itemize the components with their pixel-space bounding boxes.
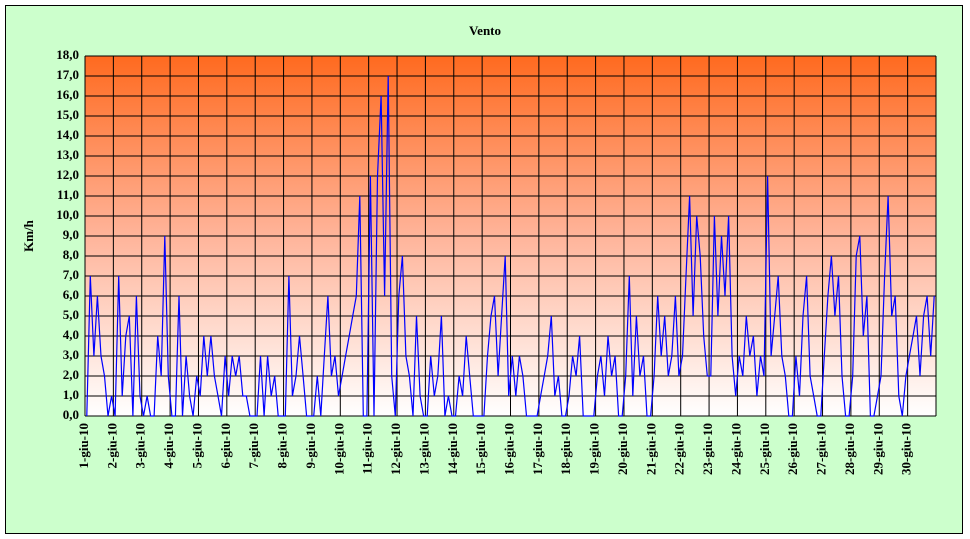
x-tick-label: 10-giu-10 bbox=[331, 423, 346, 475]
x-tick-label: 7-giu-10 bbox=[246, 423, 261, 469]
x-tick-label: 28-giu-10 bbox=[842, 423, 857, 475]
x-tick-label: 17-giu-10 bbox=[530, 423, 545, 475]
x-tick-label: 2-giu-10 bbox=[104, 423, 119, 469]
x-tick-label: 13-giu-10 bbox=[416, 423, 431, 475]
y-tick-label: 1,0 bbox=[63, 387, 79, 402]
y-tick-label: 17,0 bbox=[56, 67, 79, 82]
y-tick-label: 5,0 bbox=[63, 307, 79, 322]
x-tick-label: 14-giu-10 bbox=[445, 423, 460, 475]
x-tick-label: 24-giu-10 bbox=[728, 423, 743, 475]
x-tick-label: 6-giu-10 bbox=[218, 423, 233, 469]
y-tick-label: 7,0 bbox=[63, 267, 79, 282]
y-tick-label: 14,0 bbox=[56, 127, 79, 142]
y-tick-label: 18,0 bbox=[56, 47, 79, 62]
y-tick-label: 16,0 bbox=[56, 87, 79, 102]
chart-title: Vento bbox=[469, 23, 501, 38]
x-tick-label: 29-giu-10 bbox=[870, 423, 885, 475]
x-tick-label: 8-giu-10 bbox=[275, 423, 290, 469]
y-axis-label: Km/h bbox=[21, 219, 36, 252]
x-tick-label: 25-giu-10 bbox=[757, 423, 772, 475]
x-tick-label: 9-giu-10 bbox=[303, 423, 318, 469]
x-tick-label: 11-giu-10 bbox=[360, 423, 375, 474]
x-tick-label: 15-giu-10 bbox=[473, 423, 488, 475]
y-tick-label: 4,0 bbox=[63, 327, 79, 342]
y-tick-label: 8,0 bbox=[63, 247, 79, 262]
y-tick-label: 15,0 bbox=[56, 107, 79, 122]
y-tick-label: 9,0 bbox=[63, 227, 79, 242]
y-tick-label: 12,0 bbox=[56, 167, 79, 182]
x-tick-label: 19-giu-10 bbox=[587, 423, 602, 475]
x-tick-label: 22-giu-10 bbox=[672, 423, 687, 475]
y-tick-label: 11,0 bbox=[57, 187, 79, 202]
y-tick-label: 13,0 bbox=[56, 147, 79, 162]
y-tick-label: 2,0 bbox=[63, 367, 79, 382]
y-tick-label: 3,0 bbox=[63, 347, 79, 362]
x-tick-label: 1-giu-10 bbox=[76, 423, 91, 469]
x-tick-label: 16-giu-10 bbox=[501, 423, 516, 475]
x-tick-label: 23-giu-10 bbox=[700, 423, 715, 475]
x-tick-label: 5-giu-10 bbox=[189, 423, 204, 469]
wind-line bbox=[86, 75, 935, 417]
x-tick-label: 4-giu-10 bbox=[161, 423, 176, 469]
x-tick-label: 21-giu-10 bbox=[643, 423, 658, 475]
x-tick-label: 27-giu-10 bbox=[814, 423, 829, 475]
x-tick-label: 12-giu-10 bbox=[388, 423, 403, 475]
x-tick-label: 18-giu-10 bbox=[558, 423, 573, 475]
y-tick-label: 0,0 bbox=[63, 407, 79, 422]
x-tick-label: 26-giu-10 bbox=[785, 423, 800, 475]
x-tick-label: 30-giu-10 bbox=[899, 423, 914, 475]
y-tick-label: 6,0 bbox=[63, 287, 79, 302]
x-tick-label: 3-giu-10 bbox=[133, 423, 148, 469]
y-tick-label: 10,0 bbox=[56, 207, 79, 222]
x-tick-label: 20-giu-10 bbox=[615, 423, 630, 475]
